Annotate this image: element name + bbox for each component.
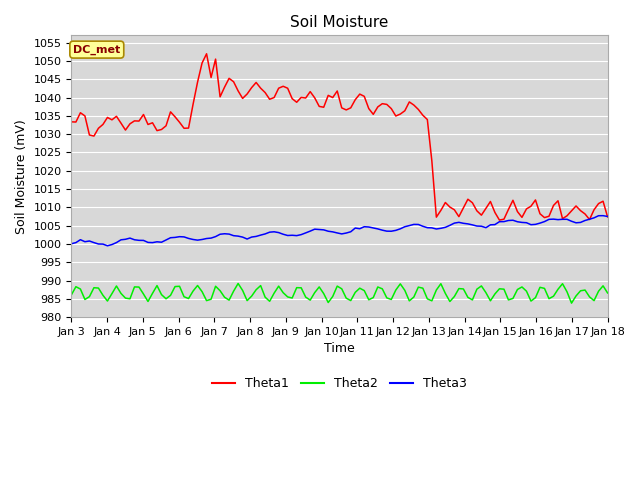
Theta3 <box>599 213 607 218</box>
Line: Theta1: Theta1 <box>72 54 607 220</box>
Theta2 <box>234 281 242 287</box>
Theta1 <box>495 217 503 223</box>
Theta1 <box>442 200 449 205</box>
Theta3 <box>369 225 377 231</box>
Theta1 <box>369 111 377 117</box>
Theta3 <box>442 225 449 230</box>
Theta1 <box>180 125 188 131</box>
Theta3 <box>590 215 598 221</box>
Theta2 <box>442 290 449 296</box>
Theta2 <box>180 294 188 300</box>
Theta3 <box>68 241 76 247</box>
Theta3 <box>216 231 224 237</box>
Theta3 <box>604 214 611 219</box>
Theta3 <box>185 236 193 241</box>
Theta2 <box>568 300 575 306</box>
Theta2 <box>369 295 377 300</box>
Theta2 <box>68 292 76 298</box>
Theta1 <box>500 216 508 222</box>
Theta1 <box>595 201 602 206</box>
Theta1 <box>68 119 76 125</box>
Theta2 <box>595 288 602 294</box>
Theta3 <box>495 219 503 225</box>
Text: DC_met: DC_met <box>73 45 120 55</box>
Theta2 <box>495 286 503 292</box>
Theta1 <box>604 214 611 220</box>
Theta1 <box>203 51 211 57</box>
Theta2 <box>212 283 220 289</box>
Line: Theta3: Theta3 <box>72 216 607 246</box>
Theta2 <box>604 290 611 296</box>
Line: Theta2: Theta2 <box>72 284 607 303</box>
Y-axis label: Soil Moisture (mV): Soil Moisture (mV) <box>15 119 28 234</box>
Legend: Theta1, Theta2, Theta3: Theta1, Theta2, Theta3 <box>207 372 472 396</box>
Theta3 <box>104 243 111 249</box>
Theta1 <box>216 94 224 100</box>
X-axis label: Time: Time <box>324 342 355 356</box>
Title: Soil Moisture: Soil Moisture <box>291 15 388 30</box>
